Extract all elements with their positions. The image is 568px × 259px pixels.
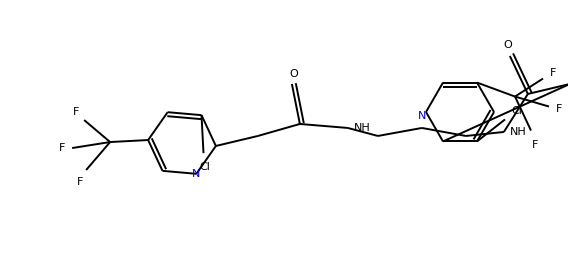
Text: N: N	[418, 111, 426, 121]
Text: F: F	[73, 107, 80, 117]
Text: F: F	[59, 143, 65, 153]
Text: N: N	[192, 169, 201, 179]
Text: O: O	[503, 40, 512, 50]
Text: NH: NH	[509, 127, 526, 137]
Text: F: F	[532, 140, 538, 149]
Text: F: F	[556, 104, 562, 113]
Text: O: O	[290, 69, 298, 79]
Text: Cl: Cl	[512, 106, 523, 117]
Text: NH: NH	[353, 123, 370, 133]
Text: F: F	[77, 177, 83, 187]
Text: F: F	[550, 68, 556, 77]
Text: Cl: Cl	[199, 162, 210, 172]
